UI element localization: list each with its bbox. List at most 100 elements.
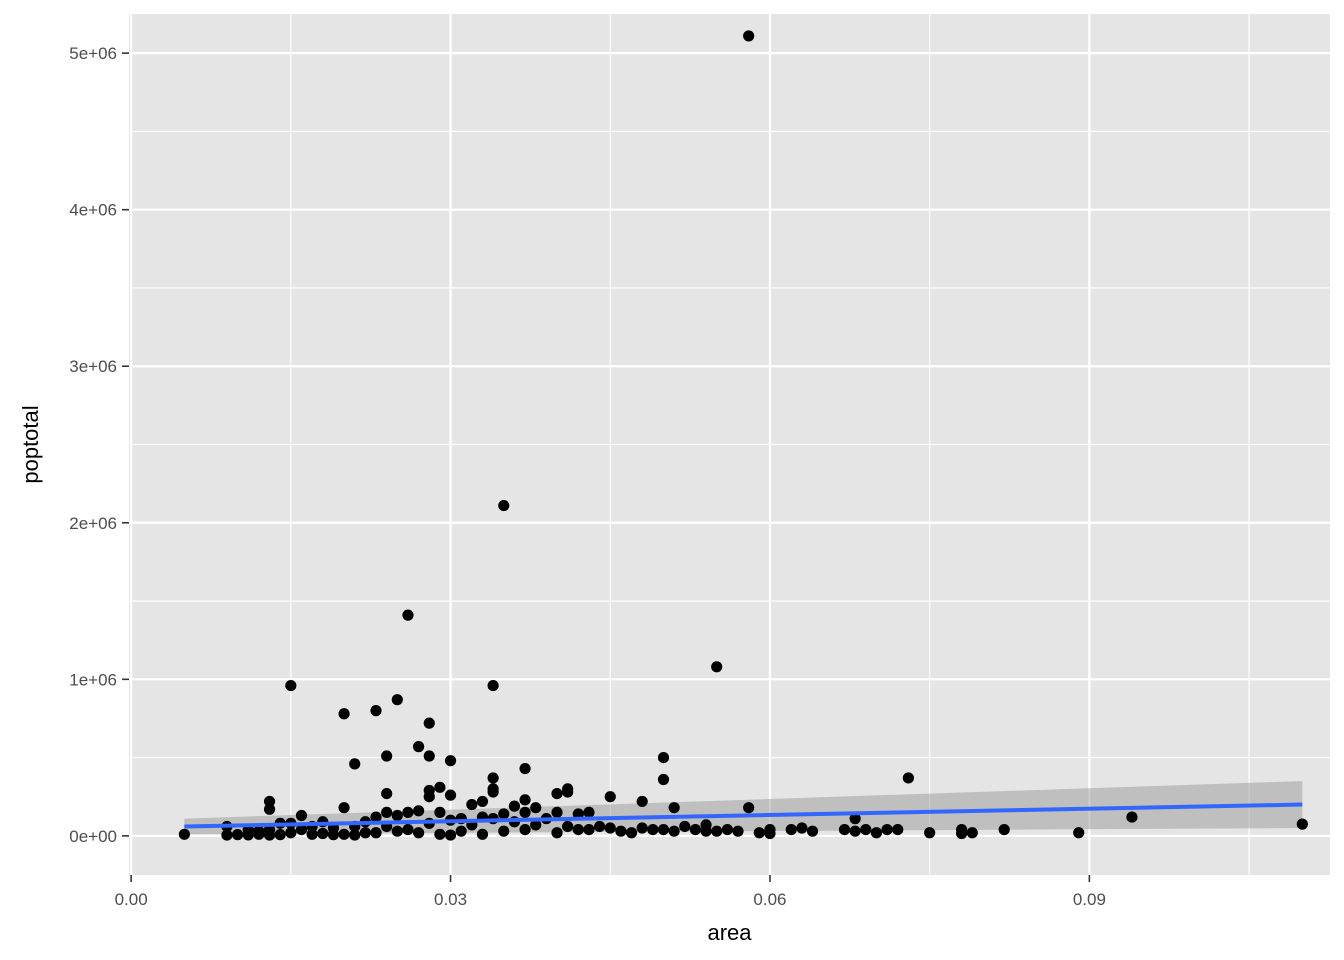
data-point xyxy=(413,805,425,817)
data-point xyxy=(349,829,361,841)
data-point xyxy=(625,827,638,839)
data-point xyxy=(444,789,457,801)
data-point xyxy=(838,824,851,836)
data-point xyxy=(317,827,329,840)
data-point xyxy=(743,802,755,814)
data-point xyxy=(434,828,446,840)
data-point xyxy=(444,829,457,841)
x-axis: 0.00 0.03 0.06 0.09 xyxy=(115,875,1106,909)
data-point xyxy=(870,827,883,839)
data-point xyxy=(1296,818,1308,830)
data-point xyxy=(806,825,819,837)
x-tick-label: 0.09 xyxy=(1073,890,1106,909)
data-point xyxy=(423,791,435,803)
data-point xyxy=(508,800,521,812)
data-point xyxy=(359,827,371,839)
data-point xyxy=(700,825,712,837)
data-point xyxy=(657,751,670,764)
data-point xyxy=(232,829,244,841)
data-point xyxy=(881,824,893,836)
data-point xyxy=(370,827,382,839)
data-point xyxy=(657,773,670,786)
data-point xyxy=(956,827,968,840)
data-point xyxy=(785,824,797,836)
data-point xyxy=(391,694,403,706)
data-point xyxy=(370,811,382,823)
data-point xyxy=(796,822,808,834)
data-point xyxy=(434,806,446,818)
x-axis-title: area xyxy=(707,920,752,945)
data-point xyxy=(338,828,350,840)
data-point xyxy=(349,758,361,770)
data-point xyxy=(615,825,627,837)
data-point xyxy=(498,825,510,837)
data-point xyxy=(381,750,393,762)
data-point xyxy=(519,762,531,775)
data-point xyxy=(295,809,308,822)
data-point xyxy=(413,827,425,839)
data-point xyxy=(498,808,510,820)
data-point xyxy=(476,828,489,840)
data-point xyxy=(764,827,776,840)
data-point xyxy=(263,795,276,808)
data-point xyxy=(583,806,595,818)
data-point xyxy=(711,825,723,837)
x-tick-label: 0.03 xyxy=(434,890,467,909)
data-point xyxy=(562,820,574,833)
y-axis-title: poptotal xyxy=(18,405,43,483)
data-point xyxy=(679,820,691,833)
data-point xyxy=(668,802,680,814)
data-point xyxy=(455,825,467,837)
data-point xyxy=(519,794,531,806)
data-point xyxy=(562,786,574,798)
data-point xyxy=(892,824,904,836)
data-point xyxy=(444,755,457,767)
data-point xyxy=(604,822,616,834)
x-tick-label: 0.00 xyxy=(115,890,148,909)
data-point xyxy=(753,827,765,839)
data-point xyxy=(519,806,531,818)
y-tick-label: 2e+06 xyxy=(69,514,117,533)
data-point xyxy=(1073,827,1085,839)
data-point xyxy=(306,828,318,840)
data-point xyxy=(295,824,308,836)
data-point xyxy=(402,609,414,621)
data-point xyxy=(487,679,499,692)
data-point xyxy=(583,824,595,836)
data-point xyxy=(849,825,861,837)
data-point xyxy=(604,791,616,803)
data-point xyxy=(636,822,648,834)
data-point xyxy=(849,813,861,825)
data-point xyxy=(647,824,659,836)
y-tick-label: 1e+06 xyxy=(69,670,117,689)
y-tick-label: 5e+06 xyxy=(69,44,117,63)
data-point xyxy=(381,806,393,818)
data-point xyxy=(381,787,393,800)
data-point xyxy=(338,802,350,814)
data-point xyxy=(551,806,563,818)
data-point xyxy=(274,829,286,841)
data-point xyxy=(902,772,914,784)
data-point xyxy=(338,708,350,720)
data-point xyxy=(721,824,733,836)
data-point xyxy=(924,827,936,839)
data-point xyxy=(530,819,542,831)
smooth-line-layer xyxy=(184,802,1303,829)
data-point xyxy=(413,741,425,753)
data-point xyxy=(285,827,297,839)
data-point xyxy=(402,824,414,836)
y-tick-label: 4e+06 xyxy=(69,201,117,220)
data-point xyxy=(391,809,403,822)
data-point xyxy=(551,787,563,800)
y-tick-label: 3e+06 xyxy=(69,357,117,376)
data-point xyxy=(263,803,276,815)
data-point xyxy=(860,824,872,836)
data-point xyxy=(285,679,297,692)
data-point xyxy=(966,827,978,839)
data-point xyxy=(423,717,435,729)
data-point xyxy=(519,824,531,836)
data-point xyxy=(402,806,414,818)
data-point xyxy=(998,824,1010,836)
y-axis: 0e+00 1e+06 2e+06 3e+06 4e+06 5e+06 xyxy=(69,44,129,846)
